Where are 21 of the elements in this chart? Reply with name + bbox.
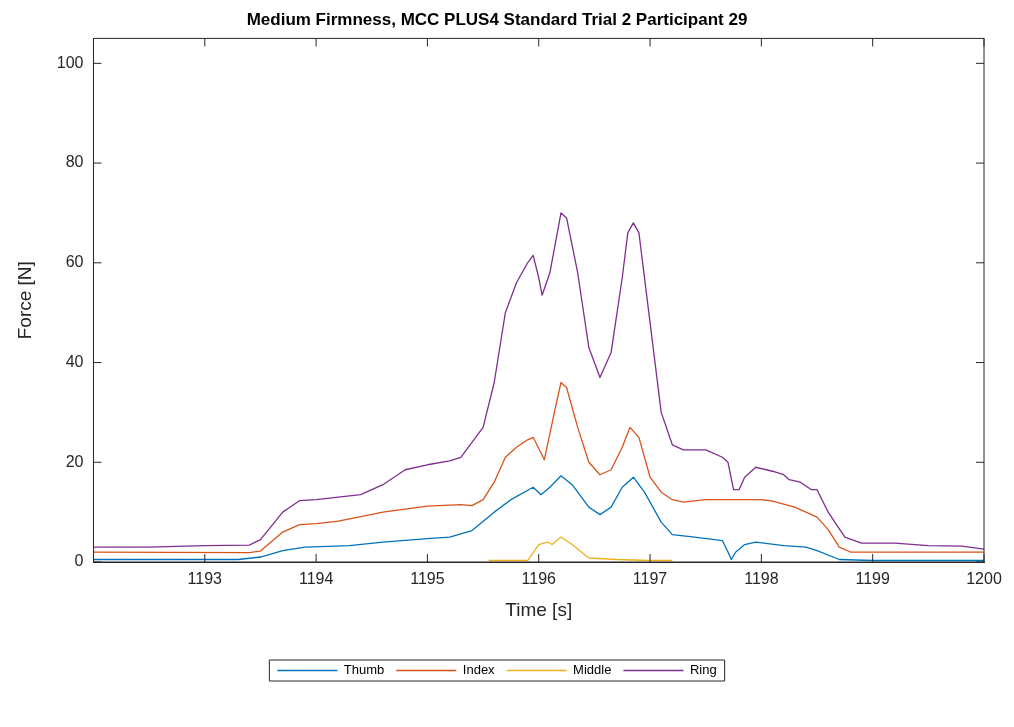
legend-label: Index — [462, 662, 496, 678]
x-axis-title: Time [s] — [505, 598, 573, 620]
x-tick-label: 1195 — [410, 570, 445, 588]
y-tick-label: 80 — [65, 153, 84, 171]
x-tick-label: 1199 — [855, 570, 890, 588]
y-tick-label: 40 — [65, 352, 84, 370]
legend-label: Middle — [573, 662, 612, 678]
x-tick-label: 1196 — [521, 570, 557, 588]
legend-label: Thumb — [343, 662, 385, 678]
y-tick-label: 100 — [56, 53, 84, 71]
x-tick-label: 1200 — [966, 570, 1002, 588]
y-tick-label: 20 — [65, 452, 84, 470]
y-tick-label: 0 — [74, 552, 84, 570]
x-tick-label: 1194 — [298, 570, 334, 588]
y-tick-label: 60 — [65, 253, 84, 271]
y-axis-title: Force [N] — [13, 261, 35, 340]
chart-title: Medium Firmness, MCC PLUS4 Standard Trial 2 Participant 29 — [246, 9, 748, 29]
x-tick-label: 1198 — [744, 570, 779, 588]
legend-label: Ring — [689, 662, 717, 678]
x-tick-label: 1197 — [632, 570, 668, 588]
x-tick-label: 1193 — [187, 570, 223, 588]
